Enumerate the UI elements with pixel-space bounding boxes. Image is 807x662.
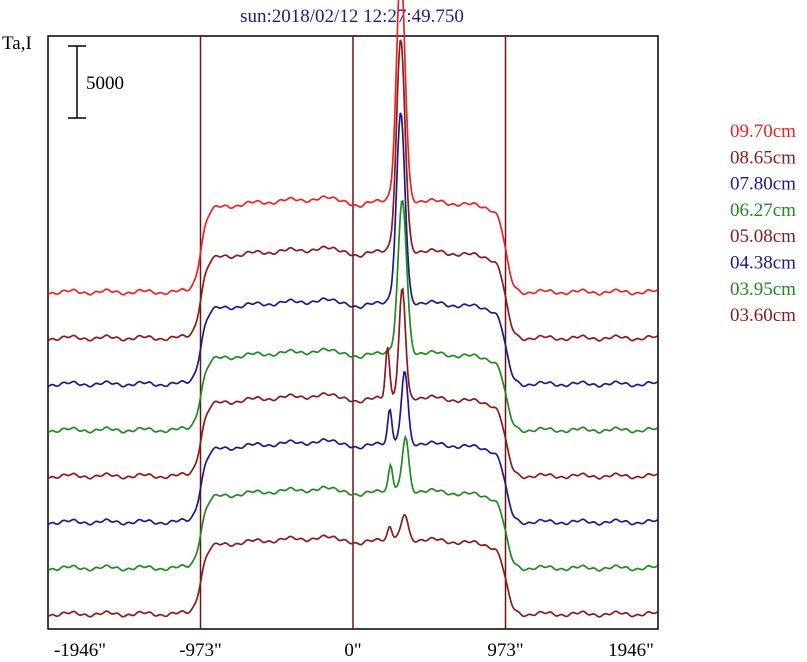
- x-tick-labels: -1946" -973" 0" 973" 1946": [54, 640, 654, 661]
- series-line-03.60cm: [47, 513, 658, 618]
- chart-title: sun:2018/02/12 12:27:49.750: [240, 6, 464, 27]
- scale-bar: 5000: [68, 45, 124, 119]
- series-line-05.08cm: [47, 287, 658, 480]
- legend-entry: 03.60cm: [730, 305, 796, 326]
- legend-entry: 08.65cm: [730, 147, 796, 168]
- x-tick-label: 973": [487, 640, 523, 661]
- x-tick-label: -973": [179, 640, 222, 661]
- legend-entry: 07.80cm: [730, 174, 796, 195]
- legend-entry: 04.38cm: [730, 253, 796, 274]
- series-line-07.80cm: [47, 112, 658, 388]
- x-tick-label: 0": [344, 640, 361, 661]
- series-line-06.27cm: [47, 199, 658, 434]
- series-curves: [47, 0, 658, 618]
- y-axis-label: Ta,I: [2, 33, 32, 54]
- x-tick-label: 1946": [608, 640, 654, 661]
- series-line-04.38cm: [47, 370, 658, 526]
- legend: 09.70cm 08.65cm 07.80cm 06.27cm 05.08cm 04.38…: [730, 121, 796, 326]
- series-line-08.65cm: [47, 39, 658, 342]
- legend-entry: 06.27cm: [730, 200, 796, 221]
- legend-entry: 05.08cm: [730, 226, 796, 247]
- legend-entry: 09.70cm: [730, 121, 796, 142]
- scale-bar-label: 5000: [86, 73, 124, 94]
- series-line-09.70cm: [47, 0, 658, 296]
- legend-entry: 03.95cm: [730, 279, 796, 300]
- series-line-03.95cm: [47, 434, 658, 572]
- x-tick-label: -1946": [54, 640, 106, 661]
